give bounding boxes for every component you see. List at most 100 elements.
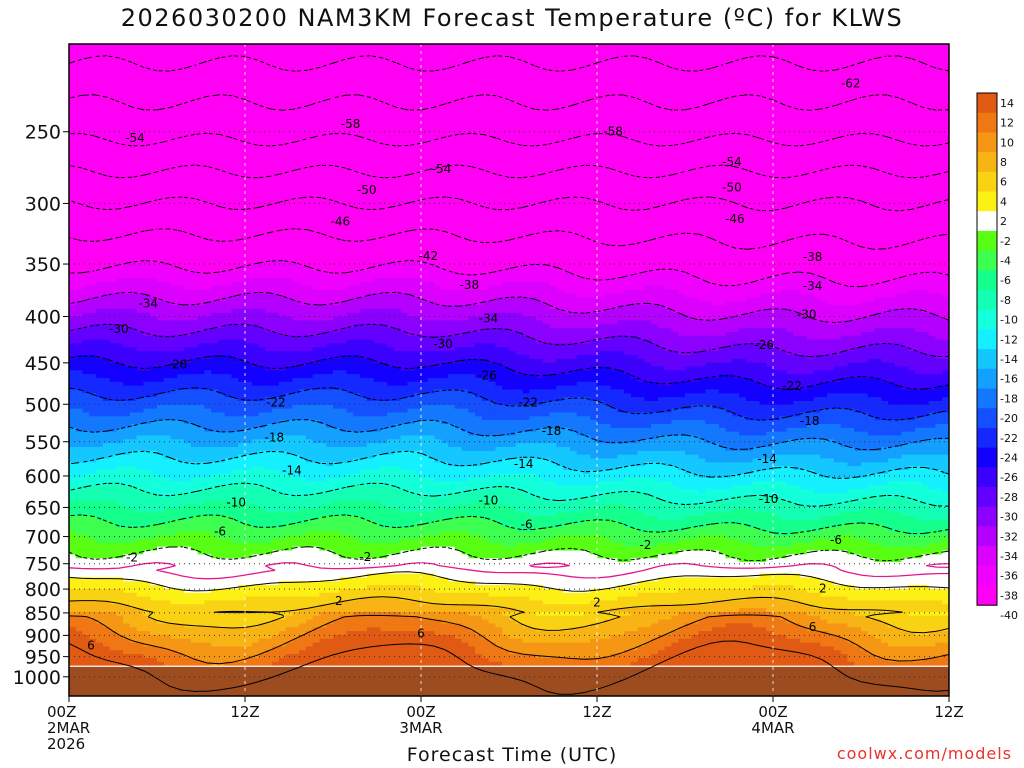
temperature-cell xyxy=(211,523,219,528)
temperature-cell xyxy=(123,385,131,390)
temperature-cell xyxy=(204,507,212,513)
temperature-cell xyxy=(190,231,199,237)
temperature-cell xyxy=(211,469,219,474)
temperature-cell xyxy=(251,599,260,605)
temperature-cell xyxy=(211,557,219,563)
temperature-cell xyxy=(238,419,246,424)
temperature-cell xyxy=(177,618,185,624)
temperature-cell xyxy=(251,649,260,655)
temperature-cell xyxy=(116,408,124,413)
temperature-cell xyxy=(136,561,145,566)
temperature-cell xyxy=(82,454,90,459)
temperature-cell xyxy=(211,546,219,551)
temperature-cell xyxy=(190,615,199,620)
temperature-cell xyxy=(245,131,253,137)
temperature-cell xyxy=(184,638,192,643)
temperature-cell xyxy=(170,246,178,252)
temperature-cell xyxy=(258,220,266,225)
temperature-cell xyxy=(224,227,233,233)
temperature-cell xyxy=(157,131,165,137)
temperature-cell xyxy=(123,62,131,68)
temperature-cell xyxy=(75,607,84,612)
temperature-cell xyxy=(231,507,239,513)
temperature-cell xyxy=(184,473,192,478)
temperature-cell xyxy=(177,580,185,586)
temperature-cell xyxy=(89,611,97,616)
temperature-cell xyxy=(69,62,77,68)
temperature-cell xyxy=(129,450,138,455)
temperature-cell xyxy=(204,47,212,52)
temperature-cell xyxy=(129,254,138,260)
temperature-cell xyxy=(143,105,151,110)
temperature-cell xyxy=(96,128,104,133)
temperature-cell xyxy=(204,454,212,459)
temperature-cell xyxy=(177,630,185,635)
temperature-cell xyxy=(238,243,246,248)
temperature-cell xyxy=(197,131,205,137)
temperature-cell xyxy=(143,200,151,206)
temperature-cell xyxy=(251,170,260,175)
temperature-cell xyxy=(82,124,90,129)
temperature-cell xyxy=(190,611,199,616)
temperature-cell xyxy=(190,70,199,75)
temperature-cell xyxy=(136,645,145,651)
temperature-cell xyxy=(136,365,145,371)
temperature-cell xyxy=(258,47,266,52)
temperature-cell xyxy=(129,473,138,478)
temperature-cell xyxy=(143,607,151,612)
temperature-cell xyxy=(170,342,178,348)
temperature-cell xyxy=(231,431,239,436)
temperature-cell xyxy=(150,415,158,421)
temperature-cell xyxy=(69,128,77,133)
temperature-cell xyxy=(197,154,205,160)
temperature-cell xyxy=(238,239,246,244)
temperature-cell xyxy=(245,66,253,72)
temperature-cell xyxy=(258,496,266,501)
temperature-cell xyxy=(157,66,165,72)
temperature-cell xyxy=(231,335,239,340)
temperature-cell xyxy=(224,312,233,317)
temperature-cell xyxy=(129,124,138,129)
temperature-cell xyxy=(82,304,90,309)
temperature-cell xyxy=(129,131,138,137)
temperature-cell xyxy=(197,580,205,586)
temperature-cell xyxy=(265,212,273,217)
temperature-cell xyxy=(96,342,104,348)
temperature-cell xyxy=(123,166,131,171)
temperature-cell xyxy=(82,396,90,401)
temperature-cell xyxy=(150,162,158,168)
temperature-cell xyxy=(163,465,172,471)
temperature-cell xyxy=(265,319,273,325)
temperature-cell xyxy=(143,93,151,98)
temperature-cell xyxy=(89,277,97,283)
temperature-cell xyxy=(265,446,273,451)
temperature-cell xyxy=(217,511,226,517)
temperature-cell xyxy=(82,369,90,375)
temperature-cell xyxy=(109,350,117,355)
temperature-cell xyxy=(150,185,158,191)
temperature-cell xyxy=(129,108,138,114)
temperature-cell xyxy=(265,592,273,597)
temperature-cell xyxy=(163,89,172,95)
temperature-cell xyxy=(170,177,178,183)
temperature-cell xyxy=(163,404,172,409)
temperature-cell xyxy=(69,553,77,559)
temperature-cell xyxy=(224,200,233,206)
temperature-cell xyxy=(258,158,266,164)
temperature-cell xyxy=(231,607,239,612)
temperature-cell xyxy=(116,316,124,321)
temperature-cell xyxy=(177,93,185,98)
temperature-cell xyxy=(272,304,280,309)
temperature-cell xyxy=(211,335,219,340)
temperature-cell xyxy=(96,97,104,102)
temperature-cell xyxy=(69,304,77,309)
temperature-cell xyxy=(136,423,145,428)
temperature-cell xyxy=(116,638,124,643)
temperature-cell xyxy=(204,542,212,547)
temperature-cell xyxy=(265,461,273,467)
temperature-cell xyxy=(177,615,185,620)
temperature-cell xyxy=(197,603,205,609)
temperature-cell xyxy=(231,538,239,543)
temperature-cell xyxy=(150,59,158,64)
temperature-cell xyxy=(177,47,185,52)
